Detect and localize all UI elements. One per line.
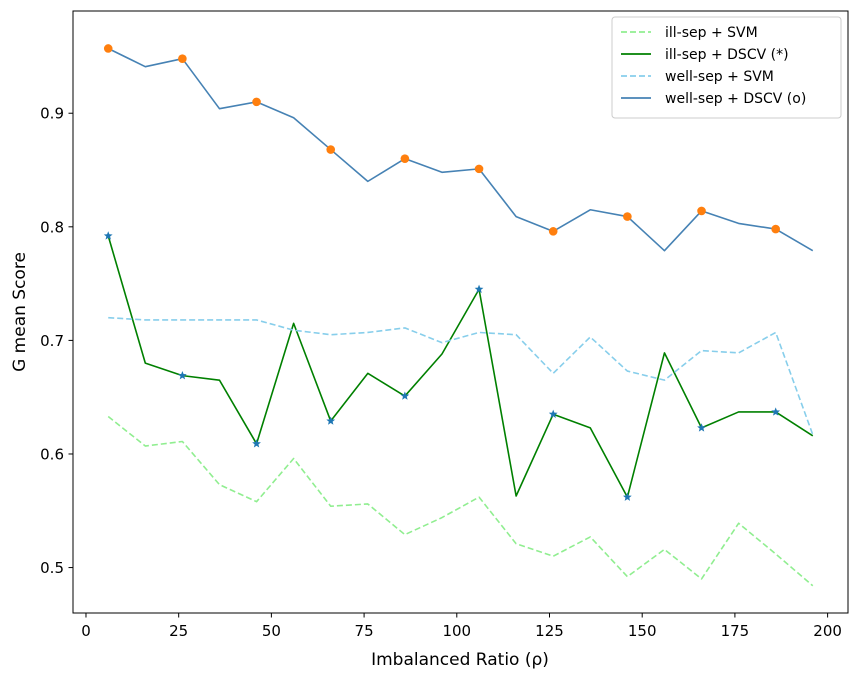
x-tick-label: 150 — [628, 622, 657, 640]
legend-entry-label: ill-sep + DSCV (*) — [665, 47, 789, 63]
data-point-marker — [623, 212, 632, 221]
legend-entry-label: well-sep + SVM — [665, 69, 774, 85]
data-point-marker — [103, 44, 113, 53]
axis-ticks: 0 25 50 75 100 125 150 175 200 0.5 0.6 0.7 0.8 0.9 — [40, 105, 842, 640]
data-point-marker — [252, 439, 261, 448]
x-axis-label: Imbalanced Ratio (ρ) — [371, 650, 549, 670]
data-point-marker — [178, 371, 187, 380]
plot-area — [103, 44, 814, 587]
data-point-marker — [474, 164, 484, 174]
data-point-marker — [400, 154, 410, 163]
legend: ill-sep + SVM ill-sep + DSCV (*) well-sep … — [611, 16, 842, 119]
series-line-2 — [108, 316, 814, 435]
x-tick-label: 200 — [813, 622, 842, 640]
legend-entry-label: ill-sep + SVM — [665, 25, 758, 41]
data-point-marker — [697, 423, 706, 432]
data-point-marker — [252, 97, 261, 107]
data-point-marker — [326, 416, 336, 425]
series-line-0 — [107, 415, 814, 587]
y-tick-label: 0.6 — [40, 445, 64, 463]
data-point-marker — [548, 227, 558, 236]
data-point-marker — [103, 231, 113, 240]
y-tick-label: 0.7 — [40, 332, 64, 350]
y-tick-label: 0.8 — [40, 218, 64, 236]
x-tick-label: 75 — [355, 622, 374, 640]
x-tick-label: 25 — [169, 622, 188, 640]
legend-box — [611, 16, 842, 119]
data-point-marker — [771, 224, 780, 234]
series-line-3 — [107, 47, 814, 252]
y-tick-label: 0.5 — [40, 559, 64, 577]
data-point-marker — [400, 391, 410, 400]
data-point-marker — [771, 407, 781, 416]
x-tick-label: 100 — [442, 622, 471, 640]
x-tick-label: 175 — [721, 622, 750, 640]
data-point-marker — [697, 206, 706, 216]
data-point-marker — [178, 54, 187, 64]
series-line-1 — [107, 235, 814, 498]
x-tick-label: 0 — [81, 622, 91, 640]
data-point-marker — [548, 409, 558, 418]
y-axis-label: G mean Score — [10, 252, 30, 372]
y-tick-label: 0.9 — [40, 105, 64, 123]
plot-frame — [72, 10, 849, 614]
x-tick-label: 125 — [535, 622, 564, 640]
x-tick-label: 50 — [262, 622, 281, 640]
data-point-marker — [622, 492, 632, 501]
data-point-marker — [326, 145, 336, 154]
data-point-marker — [474, 284, 484, 293]
legend-entry-label: well-sep + DSCV (o) — [665, 91, 806, 107]
